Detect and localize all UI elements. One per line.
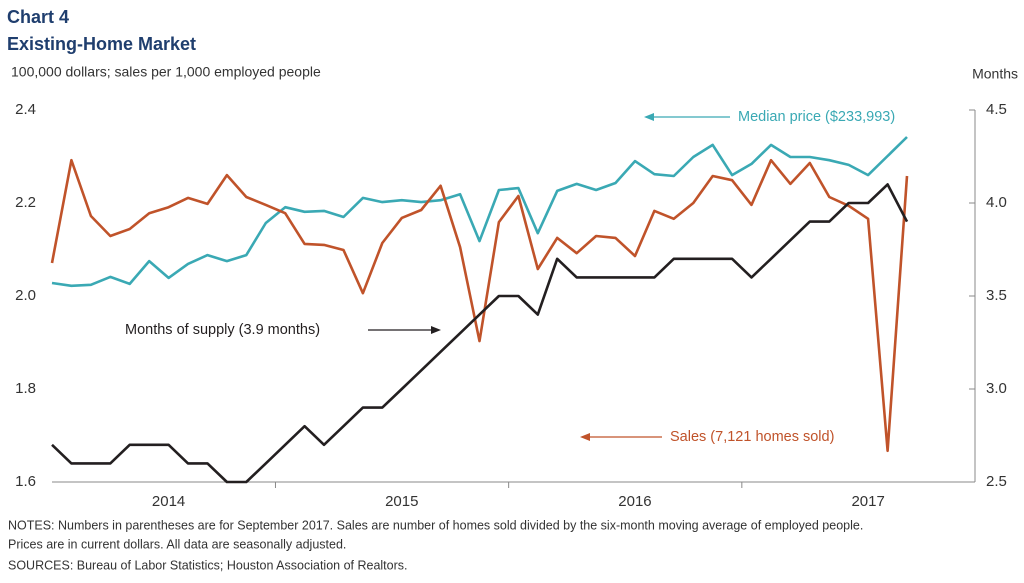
series-line [50, 158, 909, 453]
y-axis-label: 100,000 dollars; sales per 1,000 employe… [11, 64, 321, 80]
y2-tick-label: 3.0 [986, 380, 1007, 397]
y2-axis-label: Months [972, 66, 1018, 82]
x-tick-label: 2017 [851, 493, 884, 510]
y2-tick-label: 3.5 [986, 287, 1007, 304]
x-tick-label: 2014 [152, 493, 185, 510]
y-tick-label: 1.6 [15, 473, 36, 490]
arrow-head [580, 433, 590, 441]
x-tick-label: 2015 [385, 493, 418, 510]
sources: SOURCES: Bureau of Labor Statistics; Hou… [8, 558, 408, 572]
y2-tick-label: 2.5 [986, 473, 1007, 490]
series-annotation: Months of supply (3.9 months) [125, 322, 320, 338]
y2-tick-label: 4.0 [986, 194, 1007, 211]
y-tick-label: 1.8 [15, 380, 36, 397]
series-annotation: Median price ($233,993) [738, 109, 895, 125]
notes: Prices are in current dollars. All data … [8, 537, 346, 551]
chart-title: Chart 4 [7, 7, 69, 27]
series-line [51, 136, 908, 288]
y-tick-label: 2.4 [15, 101, 36, 118]
series-line [51, 183, 909, 484]
y-tick-label: 2.0 [15, 287, 36, 304]
chart-subtitle: Existing-Home Market [7, 34, 196, 54]
series-annotation: Sales (7,121 homes sold) [670, 429, 834, 445]
y2-tick-label: 4.5 [986, 101, 1007, 118]
arrow-head [431, 326, 441, 334]
y-tick-label: 2.2 [15, 194, 36, 211]
x-tick-label: 2016 [618, 493, 651, 510]
arrow-head [644, 113, 654, 121]
notes: NOTES: Numbers in parentheses are for Se… [8, 518, 863, 532]
